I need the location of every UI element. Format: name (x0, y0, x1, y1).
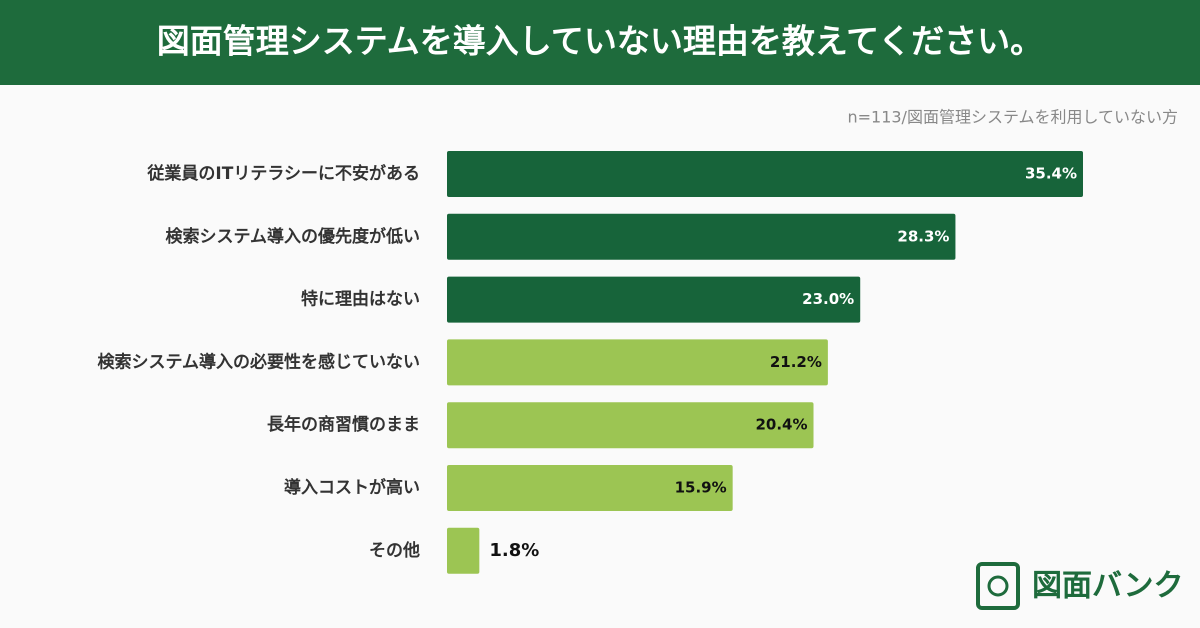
bar (447, 339, 828, 386)
category-label: 検索システム導入の優先度が低い (166, 226, 421, 247)
subtitle: n=113/図面管理システムを利用していない方 (847, 108, 1178, 127)
value-label: 35.4% (1025, 165, 1077, 183)
category-label: 特に理由はない (301, 289, 420, 310)
bar (447, 402, 814, 449)
logo-icon-gear (987, 575, 1009, 597)
value-label: 21.2% (770, 353, 822, 371)
logo: 図面バンク (976, 562, 1184, 610)
category-label: 検索システム導入の必要性を感じていない (98, 351, 421, 372)
logo-icon (976, 562, 1020, 610)
chart-title: 図面管理システムを導入していない理由を教えてください。 (157, 22, 1043, 61)
bar (447, 213, 956, 260)
bar (447, 465, 733, 511)
header-band (0, 0, 1200, 85)
category-label: その他 (369, 540, 420, 561)
value-label: 20.4% (755, 416, 807, 434)
logo-text: 図面バンク (1032, 569, 1184, 604)
value-label: 15.9% (675, 479, 727, 497)
bar (447, 527, 480, 574)
value-label: 1.8% (489, 540, 539, 561)
category-label: 長年の商習慣のまま (267, 414, 420, 435)
bar (447, 151, 1083, 197)
category-label: 従業員のITリテラシーに不安がある (146, 163, 420, 184)
value-label: 28.3% (897, 227, 949, 245)
value-label: 23.0% (802, 290, 854, 308)
bar (447, 276, 861, 323)
category-label: 導入コストが高い (284, 477, 420, 498)
